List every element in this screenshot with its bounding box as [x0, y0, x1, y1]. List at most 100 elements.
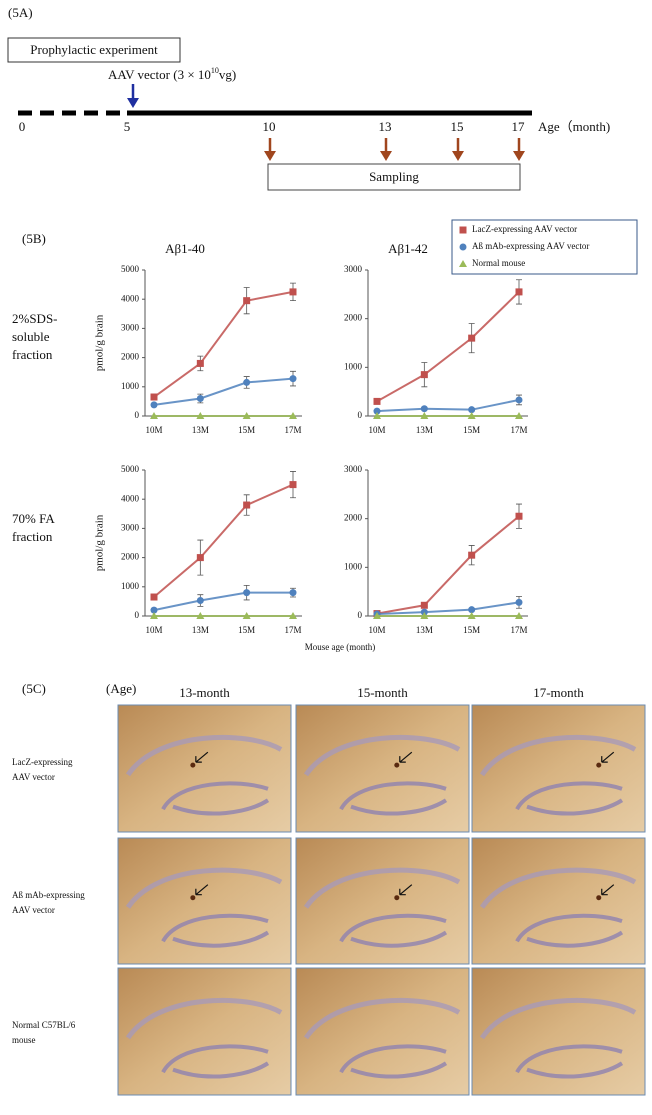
- y-tick-label: 5000: [121, 264, 140, 274]
- histology-image: [117, 967, 292, 1096]
- x-tick-label: 13M: [416, 625, 433, 635]
- dentate-gyrus: [161, 913, 270, 948]
- y-tick-label: 4000: [121, 493, 140, 503]
- y-tick-label: 4000: [121, 293, 140, 303]
- x-tick-label: 10M: [368, 625, 385, 635]
- column-header: 17-month: [533, 685, 584, 700]
- y-axis-label: pmol/g brain: [94, 514, 106, 571]
- age-label: (Age): [106, 681, 136, 696]
- dentate-gyrus: [339, 913, 448, 948]
- dentate-gyrus: [339, 1044, 448, 1079]
- x-tick-label: 17M: [510, 425, 527, 435]
- timeline-tick-label: 5: [124, 119, 131, 134]
- timeline-tick-label: 0: [19, 119, 26, 134]
- dentate-gyrus: [161, 1044, 270, 1079]
- marker: [289, 612, 297, 619]
- row-label: 2%SDS-: [12, 311, 58, 326]
- series-line: [153, 591, 293, 612]
- marker: [243, 589, 251, 597]
- column-header: 13-month: [179, 685, 230, 700]
- marker: [467, 612, 476, 619]
- arrow-head: [380, 151, 392, 161]
- series-line: [376, 291, 520, 403]
- marker: [515, 288, 523, 296]
- legend-label: Aß mAb-expressing AAV vector: [472, 241, 589, 251]
- marker: [467, 412, 476, 419]
- series-line: [153, 483, 294, 598]
- marker: [196, 359, 204, 367]
- marker: [515, 396, 523, 404]
- vector-label: AAV vector (3 × 1010vg): [108, 66, 236, 82]
- arrow: [601, 884, 615, 896]
- column-header: 15-month: [357, 685, 408, 700]
- marker: [196, 394, 204, 402]
- arrow: [399, 751, 413, 763]
- plaque: [596, 895, 602, 901]
- plaque: [190, 895, 196, 901]
- timeline-tick-label: 17: [512, 119, 526, 134]
- marker: [196, 554, 204, 562]
- row-label: fraction: [12, 529, 53, 544]
- x-tick-label: 10M: [368, 425, 385, 435]
- marker: [420, 612, 429, 619]
- marker: [420, 371, 428, 379]
- hippocampus: [125, 997, 283, 1040]
- y-tick-label: 0: [135, 610, 140, 620]
- hippocampus: [479, 867, 637, 909]
- x-tick-label: 15M: [238, 625, 255, 635]
- y-tick-label: 0: [358, 610, 363, 620]
- row-label: fraction: [12, 347, 53, 362]
- y-tick-label: 2000: [344, 513, 363, 523]
- marker: [289, 589, 297, 597]
- series-line: [376, 601, 520, 616]
- plaque: [596, 762, 602, 768]
- hippocampus: [303, 734, 461, 777]
- hippocampus: [479, 997, 637, 1040]
- y-tick-label: 1000: [344, 561, 363, 571]
- y-tick-label: 2000: [121, 552, 140, 562]
- y-axis-label: pmol/g brain: [94, 314, 106, 371]
- plaque: [190, 762, 196, 768]
- series-line: [153, 290, 294, 398]
- series-line: [153, 377, 294, 406]
- timeline-tick-label: 13: [379, 119, 392, 134]
- sampling-label: Sampling: [369, 169, 419, 184]
- vector-text: AAV vector (3 × 10: [108, 67, 211, 82]
- marker: [150, 593, 158, 601]
- sampling-arrow: [452, 138, 464, 161]
- y-tick-label: 0: [358, 410, 363, 420]
- y-tick-label: 5000: [121, 464, 140, 474]
- y-tick-label: 2000: [121, 352, 140, 362]
- marker: [196, 597, 204, 605]
- hippocampus: [479, 734, 637, 777]
- marker: [459, 243, 467, 251]
- arrow-head: [452, 151, 464, 161]
- marker: [459, 226, 467, 234]
- x-tick-label: 10M: [145, 425, 162, 435]
- row-label: 70% FA: [12, 511, 55, 526]
- marker: [150, 401, 158, 409]
- marker: [289, 288, 297, 296]
- dentate-gyrus: [515, 913, 624, 948]
- legend-label: Normal mouse: [472, 258, 525, 268]
- marker: [468, 551, 476, 559]
- histology-image: [471, 837, 646, 965]
- marker: [243, 297, 251, 305]
- marker: [515, 412, 523, 419]
- dentate-gyrus: [515, 781, 624, 816]
- y-tick-label: 1000: [344, 361, 363, 371]
- legend-label: LacZ-expressing AAV vector: [472, 224, 577, 234]
- series-line: [376, 398, 520, 413]
- marker: [373, 612, 381, 619]
- histology-image: [471, 967, 646, 1096]
- histology-image: [295, 967, 470, 1096]
- marker: [420, 601, 428, 609]
- image-frame: [117, 837, 292, 965]
- x-tick-label: 15M: [238, 425, 255, 435]
- timeline-tick-label: 10: [263, 119, 276, 134]
- x-tick-label: 15M: [463, 625, 480, 635]
- x-tick-label: 13M: [192, 425, 209, 435]
- chart-title: Aβ1-42: [388, 241, 428, 256]
- x-tick-label: 10M: [145, 625, 162, 635]
